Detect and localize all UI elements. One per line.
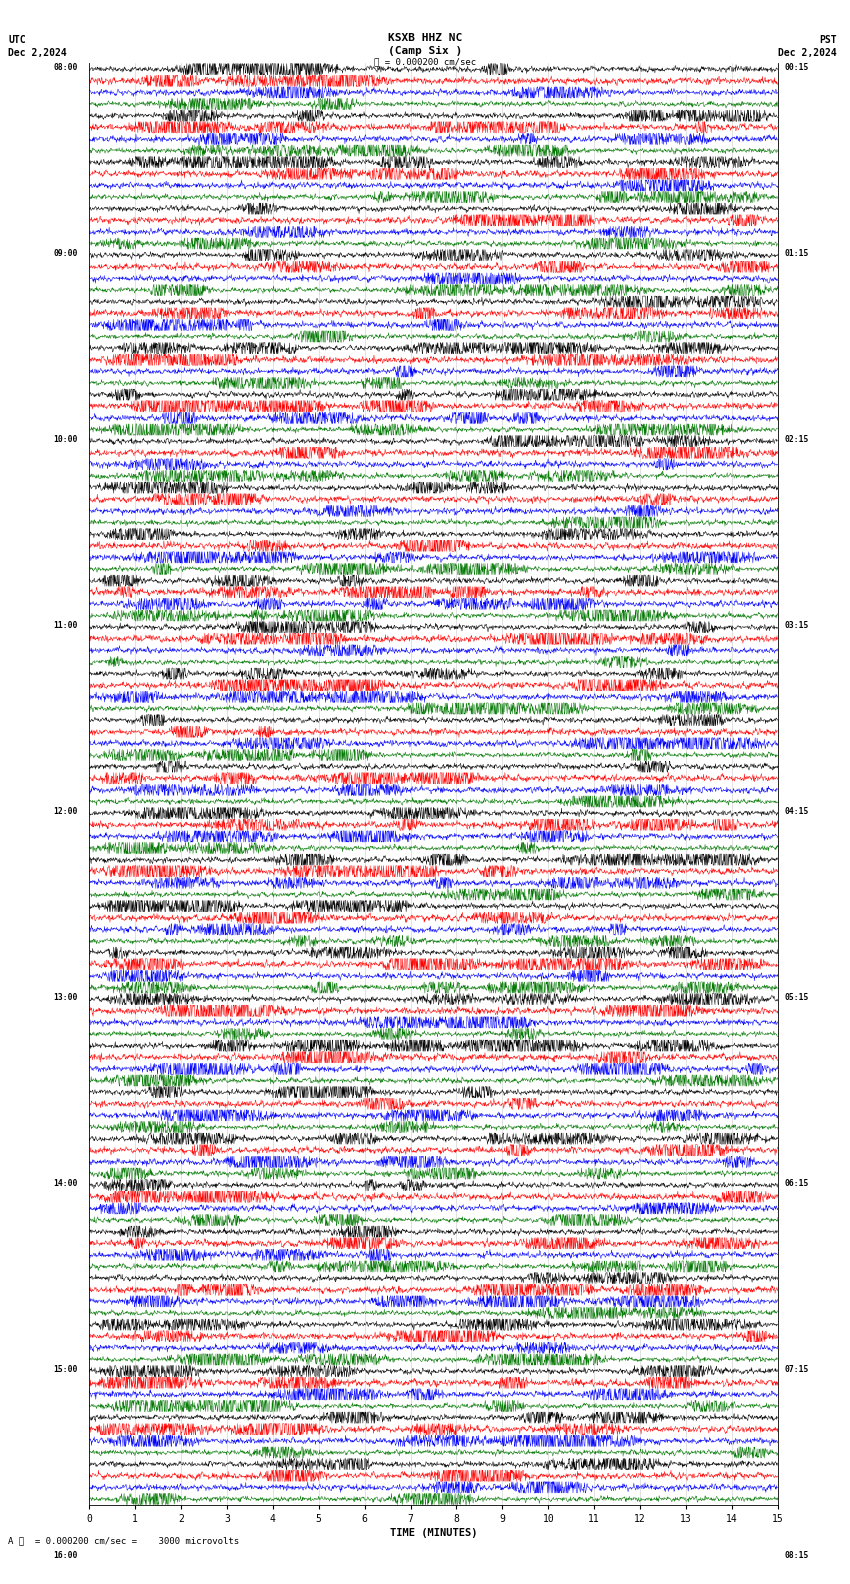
Text: 00:15: 00:15 [785,63,809,73]
Text: 08:15: 08:15 [785,1551,809,1560]
Text: 07:15: 07:15 [785,1365,809,1375]
Text: 15:00: 15:00 [54,1365,78,1375]
Text: 05:15: 05:15 [785,993,809,1003]
Text: 01:15: 01:15 [785,249,809,258]
Text: (Camp Six ): (Camp Six ) [388,46,462,55]
Text: 02:15: 02:15 [785,436,809,445]
Text: 14:00: 14:00 [54,1180,78,1188]
Text: A ⏐  = 0.000200 cm/sec =    3000 microvolts: A ⏐ = 0.000200 cm/sec = 3000 microvolts [8,1536,240,1546]
Text: 16:00: 16:00 [54,1551,78,1560]
Text: Dec 2,2024: Dec 2,2024 [8,48,67,57]
Text: 08:00: 08:00 [54,63,78,73]
Text: UTC: UTC [8,35,26,44]
Text: 06:15: 06:15 [785,1180,809,1188]
Text: KSXB HHZ NC: KSXB HHZ NC [388,33,462,43]
Text: 09:00: 09:00 [54,249,78,258]
Text: 13:00: 13:00 [54,993,78,1003]
Text: 04:15: 04:15 [785,808,809,816]
Text: Dec 2,2024: Dec 2,2024 [779,48,837,57]
X-axis label: TIME (MINUTES): TIME (MINUTES) [390,1529,477,1538]
Text: 11:00: 11:00 [54,621,78,630]
Text: ⏐ = 0.000200 cm/sec: ⏐ = 0.000200 cm/sec [374,57,476,67]
Text: PST: PST [819,35,837,44]
Text: 10:00: 10:00 [54,436,78,445]
Text: 12:00: 12:00 [54,808,78,816]
Text: 03:15: 03:15 [785,621,809,630]
